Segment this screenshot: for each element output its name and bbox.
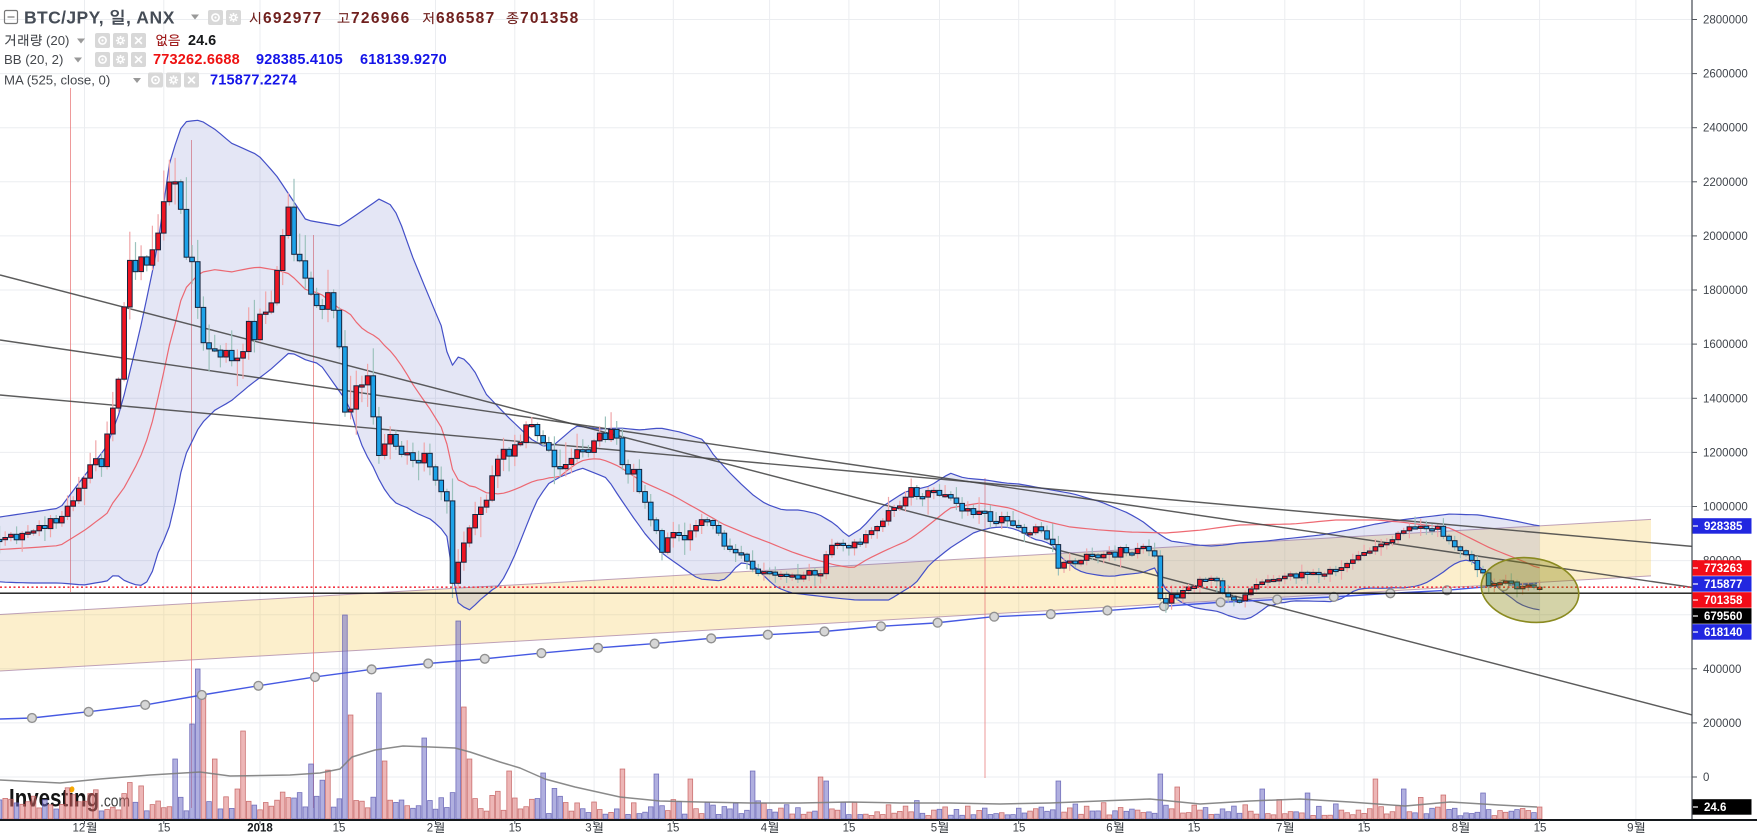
svg-text:5: 5: [931, 823, 937, 835]
svg-text:3: 3: [585, 823, 591, 835]
svg-text:2800000: 2800000: [1703, 15, 1748, 27]
svg-text:715877.2274: 715877.2274: [210, 73, 297, 89]
svg-text:2600000: 2600000: [1703, 69, 1748, 81]
svg-text:15: 15: [1013, 823, 1026, 835]
svg-text:15: 15: [509, 823, 522, 835]
svg-text:15: 15: [843, 823, 856, 835]
svg-text:15: 15: [333, 823, 346, 835]
svg-text:200000: 200000: [1703, 718, 1741, 730]
svg-text:15: 15: [158, 823, 171, 835]
svg-text:618139.9270: 618139.9270: [360, 52, 447, 68]
svg-text:15: 15: [667, 823, 680, 835]
svg-text:2000000: 2000000: [1703, 231, 1748, 243]
svg-text:715877: 715877: [1704, 579, 1742, 591]
svg-text:4: 4: [761, 823, 768, 835]
svg-text:9: 9: [1627, 823, 1633, 835]
svg-text:, ANX: , ANX: [126, 8, 175, 28]
svg-text:2200000: 2200000: [1703, 177, 1748, 189]
svg-text:(20): (20): [46, 33, 69, 48]
svg-text:2400000: 2400000: [1703, 123, 1748, 135]
svg-text:0: 0: [1703, 772, 1709, 784]
svg-text:12: 12: [73, 823, 86, 835]
svg-text:701358: 701358: [1704, 595, 1743, 607]
svg-text:679560: 679560: [1704, 611, 1742, 623]
svg-text:1400000: 1400000: [1703, 393, 1748, 405]
svg-text:726966: 726966: [351, 10, 411, 27]
svg-text:8: 8: [1452, 823, 1458, 835]
svg-text:1800000: 1800000: [1703, 285, 1748, 297]
svg-text:1000000: 1000000: [1703, 502, 1748, 514]
svg-text:15: 15: [1358, 823, 1371, 835]
svg-text:24.6: 24.6: [1704, 802, 1726, 814]
svg-text:928385.4105: 928385.4105: [256, 52, 343, 68]
svg-text:15: 15: [1188, 823, 1201, 835]
svg-text:686587: 686587: [436, 10, 496, 27]
svg-text:773263: 773263: [1704, 563, 1742, 575]
svg-text:618140: 618140: [1704, 627, 1742, 639]
svg-text:1200000: 1200000: [1703, 447, 1748, 459]
svg-text:400000: 400000: [1703, 664, 1741, 676]
svg-text:6: 6: [1106, 823, 1112, 835]
svg-text:15: 15: [1534, 823, 1547, 835]
svg-text:1600000: 1600000: [1703, 339, 1748, 351]
svg-text:7: 7: [1276, 823, 1282, 835]
svg-text:2: 2: [427, 823, 433, 835]
svg-text:BB (20, 2): BB (20, 2): [4, 52, 63, 67]
svg-text:773262.6688: 773262.6688: [153, 52, 240, 68]
svg-text:MA (525, close, 0): MA (525, close, 0): [4, 73, 110, 88]
svg-text:2018: 2018: [247, 823, 273, 835]
svg-text:BTC/JPY,: BTC/JPY,: [24, 8, 104, 28]
svg-text:701358: 701358: [520, 10, 580, 27]
svg-text:24.6: 24.6: [188, 33, 216, 49]
svg-text:692977: 692977: [263, 10, 323, 27]
svg-text:928385: 928385: [1704, 521, 1743, 533]
